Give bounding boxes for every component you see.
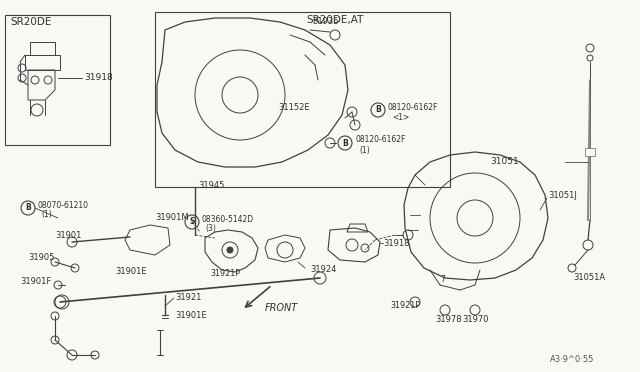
Text: (1): (1) [359,145,370,154]
Text: 31918: 31918 [84,74,113,83]
Text: 31051J: 31051J [548,190,577,199]
Text: <1>: <1> [392,112,409,122]
Text: 31901: 31901 [55,231,81,240]
Text: 31901M: 31901M [155,214,189,222]
Bar [155,12,450,187]
Text: 08070-61210: 08070-61210 [37,201,88,209]
Text: SR20DE: SR20DE [10,17,51,27]
Text: 31051A: 31051A [573,273,605,282]
Text: 31970: 31970 [462,315,488,324]
Text: S: S [189,218,195,227]
Text: 31921: 31921 [175,294,202,302]
Text: (3): (3) [205,224,216,234]
Text: 31051: 31051 [490,157,519,167]
Bar [585,148,595,156]
Text: 31945: 31945 [198,180,225,189]
Text: A3·9^0·55: A3·9^0·55 [550,356,595,365]
Text: B: B [342,138,348,148]
Text: 31935: 31935 [312,17,339,26]
Text: (1): (1) [41,211,52,219]
Text: 31921P: 31921P [210,269,240,279]
Text: 31901E: 31901E [115,267,147,276]
Text: B: B [375,106,381,115]
Text: 31924: 31924 [310,266,337,275]
Text: SR20DE,AT: SR20DE,AT [307,15,364,25]
Text: 31978: 31978 [435,315,461,324]
Text: B: B [25,203,31,212]
Text: FRONT: FRONT [265,303,298,313]
Text: 08360-5142D: 08360-5142D [201,215,253,224]
Text: 31152E: 31152E [278,103,310,112]
Circle shape [227,247,233,253]
Text: 7: 7 [440,276,445,285]
Text: 31921P: 31921P [390,301,420,310]
Text: 31905: 31905 [28,253,54,263]
Text: 31918: 31918 [383,238,410,247]
Text: 31901F: 31901F [20,278,51,286]
Text: 08120-6162F: 08120-6162F [388,103,438,112]
Text: 08120-6162F: 08120-6162F [355,135,405,144]
Text: 31901E: 31901E [175,311,207,320]
Bar [5,15,110,145]
